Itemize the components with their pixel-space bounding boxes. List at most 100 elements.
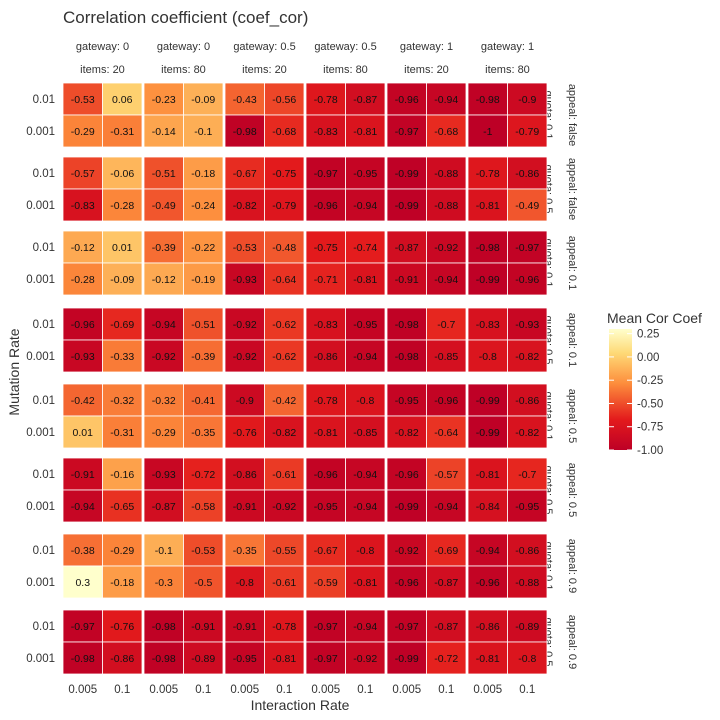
cell-value-label: -0.41: [191, 395, 215, 407]
heatmap-cell: [143, 156, 184, 190]
heatmap-panel: -0.96 -0.57 -0.99 -0.94: [386, 457, 467, 523]
x-tick-label: 0.005: [311, 684, 340, 696]
heatmap-panel: -0.95 -0.96 -0.82 -0.64: [386, 383, 467, 449]
heatmap-cell: [102, 641, 143, 675]
cell-value-label: -0.82: [272, 427, 296, 439]
cell-value-label: -0.97: [395, 621, 419, 633]
heatmap-cell: [386, 641, 427, 675]
cell-value-label: -0.96: [314, 469, 338, 481]
cell-value-label: -0.78: [314, 395, 338, 407]
row-strip-appeal: appeal: 0.1: [566, 236, 578, 290]
heatmap-cell: [345, 82, 386, 116]
cell-value-label: -0.99: [395, 168, 419, 180]
column-strip-gateway: gateway: 1: [400, 41, 453, 53]
heatmap-cell: [426, 533, 467, 567]
heatmap-cell: [426, 114, 467, 148]
cell-value-label: -0.99: [395, 200, 419, 212]
cell-value-label: -0.71: [314, 274, 338, 286]
cell-value-label: -0.22: [191, 242, 215, 254]
heatmap-cell: [264, 565, 305, 599]
heatmap-cell: [183, 533, 224, 567]
heatmap-cell: [264, 609, 305, 643]
heatmap-cell: [264, 457, 305, 491]
cell-value-label: -0.38: [71, 545, 95, 557]
heatmap-cell: [345, 641, 386, 675]
heatmap-cell: [467, 188, 508, 222]
cell-value-label: -0.49: [515, 200, 539, 212]
heatmap-cell: [507, 307, 548, 341]
heatmap-cell: [345, 262, 386, 296]
column-strip-gateway: gateway: 0.5: [314, 41, 376, 53]
cell-value-label: -0.91: [191, 621, 215, 633]
y-tick-label: 0.01: [33, 621, 55, 633]
cell-value-label: -0.98: [395, 319, 419, 331]
heatmap-cell: [224, 415, 265, 449]
heatmap-cell: [143, 457, 184, 491]
cell-value-label: -0.92: [233, 351, 257, 363]
cell-value-label: -0.49: [152, 200, 176, 212]
legend-ticks: 0.25 0.00 -0.25 -0.50 -0.75 -1.00: [609, 329, 663, 457]
cell-value-label: -0.86: [476, 621, 500, 633]
heatmap-panel: -0.87 -0.92 -0.91 -0.94: [386, 230, 467, 296]
x-tick-label: 0.1: [195, 684, 211, 696]
heatmap-cell: [102, 609, 143, 643]
cell-value-label: -0.95: [233, 653, 257, 665]
cell-value-label: -0.99: [476, 395, 500, 407]
heatmap-panel: -0.83 -0.95 -0.86 -0.94: [305, 307, 386, 373]
heatmap-cell: [386, 339, 427, 373]
heatmap-cell: [426, 489, 467, 523]
cell-value-label: -0.97: [515, 242, 539, 254]
cell-value-label: -0.95: [515, 501, 539, 513]
cell-value-label: -0.98: [152, 653, 176, 665]
cell-value-label: -0.96: [476, 577, 500, 589]
column-strip-items: items: 20: [404, 64, 449, 76]
cell-value-label: -0.95: [395, 395, 419, 407]
cell-value-label: -0.61: [272, 577, 296, 589]
cell-value-label: -0.78: [314, 94, 338, 106]
cell-value-label: -0.68: [272, 126, 296, 138]
cell-value-label: -0.42: [71, 395, 95, 407]
cell-value-label: -0.88: [434, 168, 458, 180]
heatmap-cell: [102, 156, 143, 190]
heatmap-panel: -0.78 -0.8 -0.81 -0.85: [305, 383, 386, 449]
cell-value-label: -0.1: [155, 545, 173, 557]
cell-value-label: -0.87: [434, 621, 458, 633]
cell-value-label: -0.78: [476, 168, 500, 180]
heatmap-panels: -0.53 0.06-0.29 -0.31-0.23 -0.09-0.14 -0.1-0…: [62, 82, 548, 675]
cell-value-label: -0.83: [314, 319, 338, 331]
cell-value-label: -0.95: [353, 319, 377, 331]
heatmap-cell: [102, 565, 143, 599]
cell-value-label: -0.32: [152, 395, 176, 407]
heatmap-panel: -0.99 -0.88 -0.99 -0.88: [386, 156, 467, 222]
cell-value-label: -0.97: [71, 621, 95, 633]
heatmap-panel: -0.1 -0.53 -0.3 -0.5: [143, 533, 224, 599]
cell-value-label: -0.69: [434, 545, 458, 557]
heatmap-cell: [62, 156, 103, 190]
heatmap-panel: -0.23 -0.09 -0.14 -0.1: [143, 82, 224, 148]
heatmap-cell: [62, 489, 103, 523]
cell-value-label: -0.56: [272, 94, 296, 106]
cell-value-label: -0.24: [191, 200, 215, 212]
heatmap-cell: [224, 533, 265, 567]
heatmap-cell: [467, 114, 508, 148]
cell-value-label: -0.61: [272, 469, 296, 481]
cell-value-label: -0.53: [191, 545, 215, 557]
heatmap-cell: [467, 489, 508, 523]
y-tick-label: 0.01: [33, 469, 55, 481]
heatmap-cell: [143, 641, 184, 675]
cell-value-label: -0.32: [110, 395, 134, 407]
heatmap-cell: [386, 565, 427, 599]
column-strip-items: items: 20: [242, 64, 287, 76]
cell-value-label: -0.94: [353, 501, 377, 513]
heatmap-cell: [426, 262, 467, 296]
cell-value-label: -0.86: [314, 351, 338, 363]
cell-value-label: 0.01: [73, 427, 94, 439]
cell-value-label: -0.75: [314, 242, 338, 254]
heatmap-cell: [507, 641, 548, 675]
y-tick-label: 0.01: [33, 242, 55, 254]
heatmap-panel: -0.98 -0.9 -1 -0.79: [467, 82, 548, 148]
heatmap-cell: [467, 82, 508, 116]
heatmap-cell: [467, 262, 508, 296]
cell-value-label: -0.9: [518, 94, 536, 106]
heatmap-cell: [183, 114, 224, 148]
